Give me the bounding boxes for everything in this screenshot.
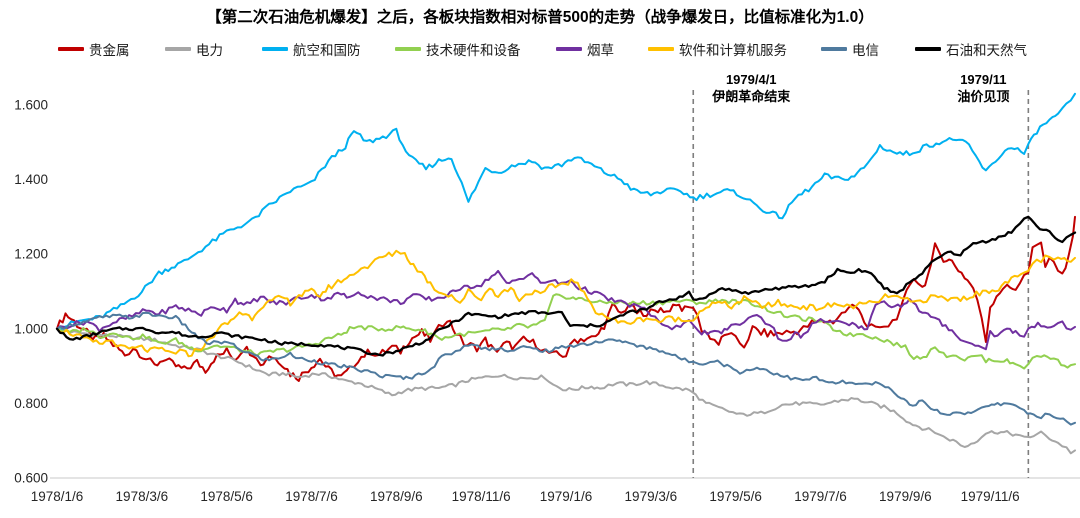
legend-item-软件和计算机服务: 软件和计算机服务 — [648, 40, 787, 58]
legend-item-石油和天然气: 石油和天然气 — [915, 40, 1027, 58]
series-line-航空和国防 — [56, 92, 1076, 331]
legend-item-贵金属: 贵金属 — [58, 40, 130, 58]
legend-item-技术硬件和设备: 技术硬件和设备 — [395, 40, 521, 58]
y-axis-tick-label: 1.400 — [14, 172, 48, 187]
y-axis-tick-label: 1.200 — [14, 247, 48, 262]
legend-marker-icon — [165, 47, 191, 51]
legend-marker-icon — [821, 47, 847, 51]
x-axis-tick-label: 1979/7/6 — [794, 489, 847, 504]
legend-marker-icon — [262, 47, 288, 51]
series-line-技术硬件和设备 — [56, 293, 1076, 370]
legend-label: 软件和计算机服务 — [679, 43, 787, 58]
legend-item-电力: 电力 — [165, 40, 223, 58]
annotation-date: 1979/11 — [960, 72, 1006, 87]
x-axis-tick-label: 1979/9/6 — [879, 489, 932, 504]
legend-marker-icon — [915, 47, 941, 51]
legend-item-电信: 电信 — [821, 40, 879, 58]
legend-label: 石油和天然气 — [946, 43, 1027, 58]
legend-label: 烟草 — [587, 43, 614, 58]
x-axis-tick-label: 1978/3/6 — [116, 489, 169, 504]
x-axis-tick-label: 1979/11/6 — [961, 489, 1020, 504]
legend-item-烟草: 烟草 — [556, 40, 614, 58]
legend-label: 电力 — [196, 43, 223, 58]
legend-label: 技术硬件和设备 — [426, 43, 521, 58]
y-axis-tick-label: 1.600 — [14, 98, 48, 113]
legend-marker-icon — [58, 47, 84, 51]
series-line-电信 — [56, 311, 1076, 426]
series-line-烟草 — [56, 269, 1076, 351]
y-axis-tick-label: 0.800 — [14, 396, 48, 411]
x-axis-tick-label: 1978/7/6 — [285, 489, 338, 504]
legend-marker-icon — [648, 47, 674, 51]
series-line-石油和天然气 — [55, 215, 1077, 357]
x-axis-tick-label: 1978/9/6 — [370, 489, 423, 504]
x-axis-tick-label: 1978/1/6 — [31, 489, 84, 504]
y-axis-tick-label: 1.000 — [14, 321, 48, 336]
legend-label: 电信 — [852, 43, 879, 58]
series-line-电力 — [56, 327, 1076, 455]
chart-title: 【第二次石油危机爆发】之后，各板块指数相对标普500的走势（战争爆发日，比值标准… — [206, 9, 874, 26]
legend-label: 贵金属 — [89, 43, 130, 58]
x-axis-tick-label: 1979/1/6 — [540, 489, 593, 504]
legend-marker-icon — [556, 47, 582, 51]
y-axis-tick-label: 0.600 — [14, 471, 48, 486]
series-line-软件和计算机服务 — [56, 249, 1076, 358]
x-axis-tick-label: 1979/5/6 — [709, 489, 762, 504]
x-axis-tick-label: 1979/3/6 — [625, 489, 678, 504]
x-axis-tick-label: 1978/5/6 — [200, 489, 253, 504]
legend-item-航空和国防: 航空和国防 — [262, 40, 361, 58]
legend-marker-icon — [395, 47, 421, 51]
annotation-label: 伊朗革命结束 — [711, 89, 791, 104]
x-axis-tick-label: 1978/11/6 — [452, 489, 511, 504]
legend-label: 航空和国防 — [293, 43, 361, 58]
annotation-label: 油价见顶 — [957, 89, 1009, 104]
chart-legend: 贵金属 电力 航空和国防 技术硬件和设备 烟草 软件和计算机服务 电信 石油和天然气 — [0, 40, 1080, 60]
annotation-date: 1979/4/1 — [726, 72, 777, 87]
